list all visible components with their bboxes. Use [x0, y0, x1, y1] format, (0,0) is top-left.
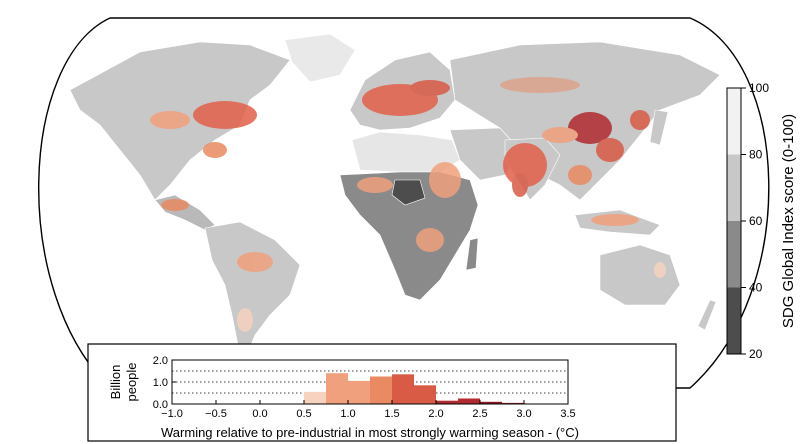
histogram-xtick-label: 3.0 [516, 408, 531, 420]
histogram-xtick-label: 2.0 [428, 408, 443, 420]
colorbar-band-60-80 [727, 154, 741, 221]
japan-landmass [649, 109, 669, 146]
colorbar-tick-40: 40 [749, 281, 763, 295]
histogram-bar [414, 385, 436, 404]
colorbar-label: SDG Global Index score (0-100) [780, 114, 797, 328]
histogram-xtick-label: 2.5 [472, 408, 487, 420]
histogram-bar [392, 374, 414, 404]
histogram-x-ticks: −1.0 −0.5 0.0 0.5 1.0 1.5 2.0 2.5 3.0 3.5 [161, 400, 576, 420]
new-zealand-landmass [697, 299, 717, 331]
histogram-ytick-label: 0.0 [153, 399, 168, 411]
histogram-bar [326, 373, 348, 404]
colorbar-tick-20: 20 [749, 347, 763, 361]
histogram-bar [458, 398, 480, 404]
central-america-landmass [154, 194, 216, 231]
histogram-bar [304, 391, 326, 404]
greenland-landmass [284, 33, 356, 83]
histogram-xlabel: Warming relative to pre-industrial in mo… [161, 425, 579, 440]
histogram-ytick-label: 2.0 [153, 355, 168, 367]
globe-outline [38, 17, 770, 389]
population-warming-overlay [150, 77, 666, 332]
histogram-bar [436, 400, 458, 404]
colorbar-band-20-40 [727, 287, 741, 354]
histogram-xtick-label: 0.5 [296, 408, 311, 420]
colorbar-band-40-60 [727, 221, 741, 288]
histogram-xtick-label: 3.5 [560, 408, 575, 420]
histogram-xtick-label: −1.0 [161, 408, 183, 420]
histogram-bar [502, 402, 524, 404]
histogram-xtick-label: 1.5 [384, 408, 399, 420]
colorbar-tick-100: 100 [749, 81, 769, 95]
histogram-bar [370, 376, 392, 404]
histogram-y-ticks: 0.0 1.0 2.0 [153, 355, 176, 411]
colorbar-tick-80: 80 [749, 148, 763, 162]
histogram-ylabel-line1: Billion [108, 365, 123, 400]
histogram-ytick-label: 1.0 [153, 377, 168, 389]
south-america-landmass [204, 221, 301, 353]
histogram-ylabel-line2: people [124, 362, 139, 401]
colorbar-band-80-100 [727, 88, 741, 155]
histogram-xtick-label: 0.0 [252, 408, 267, 420]
histogram-xtick-label: 1.0 [340, 408, 355, 420]
histogram-bars [304, 373, 524, 404]
histogram-bar [480, 401, 502, 404]
histogram-inset: −1.0 −0.5 0.0 0.5 1.0 1.5 2.0 2.5 3.0 3.5 0.0 1.0 2… [87, 343, 677, 442]
histogram-bar [348, 380, 370, 404]
colorbar: 100 80 60 40 20 SDG Global Index score (… [726, 81, 797, 361]
world-map [38, 17, 770, 389]
central-africa-region [391, 179, 426, 206]
madagascar-landmass [465, 237, 479, 271]
histogram-xtick-label: −0.5 [205, 408, 227, 420]
australia-landmass [599, 244, 681, 306]
colorbar-tick-60: 60 [749, 214, 763, 228]
